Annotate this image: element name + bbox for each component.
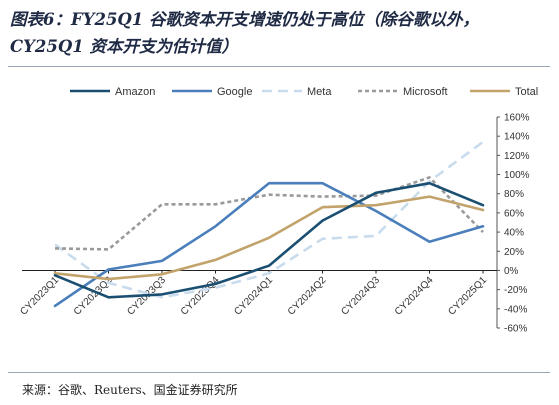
y-tick-label: 140% bbox=[504, 132, 530, 143]
x-tick-label: CY2023Q4 bbox=[179, 274, 222, 317]
source-divider bbox=[8, 372, 550, 373]
x-tick-label: CY2024Q2 bbox=[286, 274, 329, 317]
x-tick-label: CY2024Q3 bbox=[339, 274, 382, 317]
series-line-amazon bbox=[53, 181, 485, 299]
legend: Amazon Google Meta Microsoft Total bbox=[70, 86, 538, 98]
legend-label-amazon: Amazon bbox=[115, 86, 155, 98]
series-line-meta bbox=[54, 140, 484, 299]
series-line-google bbox=[53, 181, 485, 308]
legend-label-microsoft: Microsoft bbox=[403, 86, 448, 98]
chart-title: 图表6：FY25Q1 谷歌资本开支增速仍处于高位（除谷歌以外，CY25Q1 资本… bbox=[10, 10, 480, 56]
title-divider bbox=[8, 66, 550, 67]
x-tick-label: CY2023Q1 bbox=[18, 274, 61, 317]
y-tick-label: 160% bbox=[504, 113, 530, 124]
y-tick-label: -40% bbox=[504, 304, 527, 315]
y-tick-label: 20% bbox=[504, 247, 524, 258]
x-tick-label: CY2025Q1 bbox=[446, 274, 489, 317]
y-tick-label: 0% bbox=[504, 266, 519, 277]
y-tick-label: -20% bbox=[504, 285, 527, 296]
series-line-microsoft bbox=[54, 176, 484, 251]
legend-label-google: Google bbox=[217, 86, 252, 98]
series-line-total bbox=[53, 195, 485, 281]
y-tick-label: 100% bbox=[504, 170, 530, 181]
legend-label-meta: Meta bbox=[307, 86, 332, 98]
x-tick-label: CY2024Q4 bbox=[393, 274, 436, 317]
source-note: 来源：谷歌、Reuters、国金证券研究所 bbox=[22, 383, 238, 397]
series-lines bbox=[53, 140, 485, 308]
y-tick-label: 120% bbox=[504, 151, 530, 162]
legend-label-total: Total bbox=[515, 86, 538, 98]
line-chart: 160% 140% 120% 100% 80% 60% 40% 20% 0% -20% -40% -6… bbox=[18, 86, 538, 335]
y-tick-label: -60% bbox=[504, 324, 527, 335]
y-tick-label: 80% bbox=[504, 189, 524, 200]
y-tick-label: 60% bbox=[504, 208, 524, 219]
y-tick-label: 40% bbox=[504, 228, 524, 239]
axes: 160% 140% 120% 100% 80% 60% 40% 20% 0% -20% -40% -6… bbox=[18, 113, 529, 335]
